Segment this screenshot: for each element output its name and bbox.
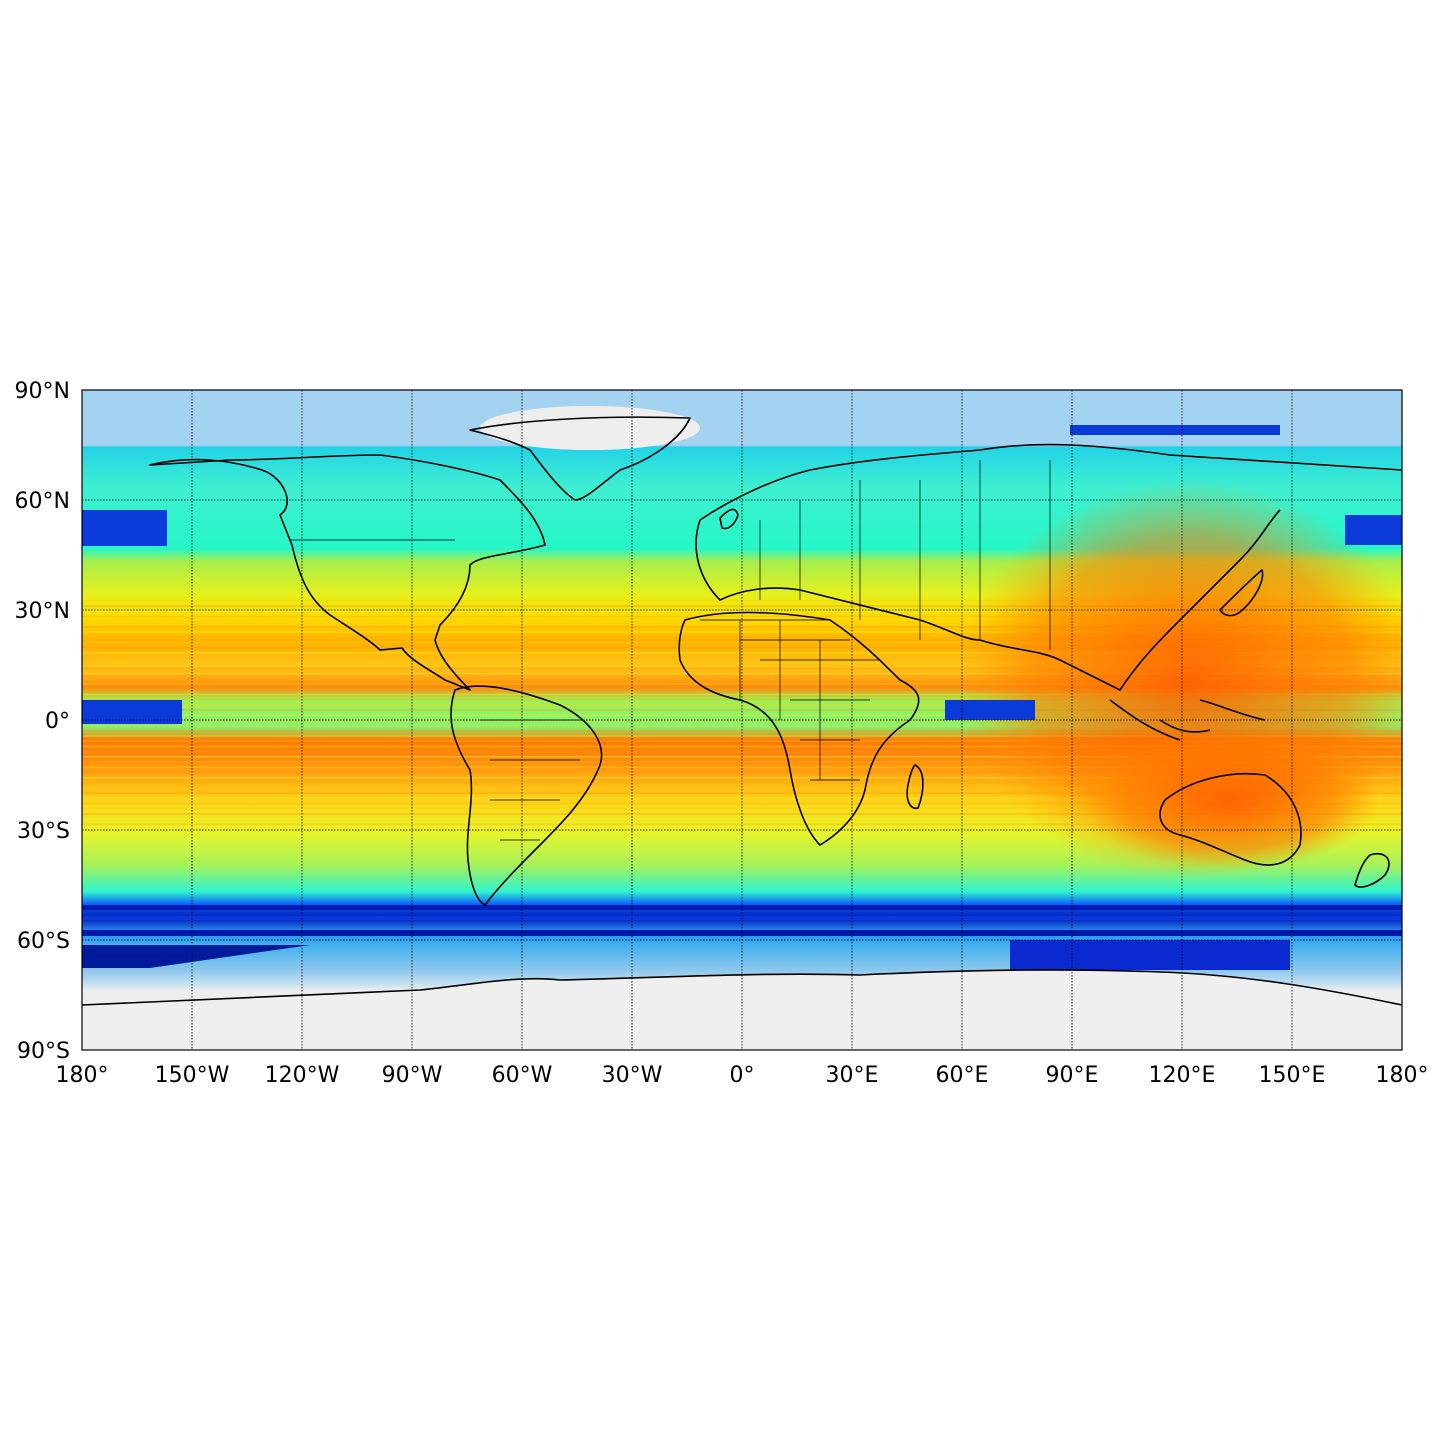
border-africa-2 bbox=[739, 620, 821, 780]
lon-tick-label: 120°W bbox=[265, 1063, 340, 1088]
stripe bbox=[82, 688, 1402, 690]
coastlines bbox=[82, 416, 1402, 1006]
coast-antarctica bbox=[82, 969, 1402, 1006]
stripe bbox=[82, 646, 1402, 649]
stripe bbox=[82, 709, 1402, 711]
lat-tick-label: 60°N bbox=[15, 489, 70, 514]
lon-tick-label: 0° bbox=[730, 1063, 755, 1088]
lon-tick-label: 30°W bbox=[602, 1063, 663, 1088]
lon-tick-label: 60°E bbox=[936, 1063, 989, 1088]
north-pacific-patch-west bbox=[82, 510, 167, 546]
lat-tick-label: 30°S bbox=[17, 819, 70, 844]
stripe bbox=[82, 626, 1402, 628]
lat-tick-label: 90°S bbox=[17, 1039, 70, 1064]
stripe bbox=[82, 730, 1402, 732]
lon-tick-label: 180° bbox=[1376, 1063, 1429, 1088]
stripe bbox=[82, 631, 1402, 633]
siberian-coast-band bbox=[1070, 425, 1280, 435]
hot-region-australia bbox=[1080, 730, 1380, 870]
coast-british-isles bbox=[719, 508, 739, 530]
lon-tick-label: 30°E bbox=[826, 1063, 879, 1088]
coast-africa bbox=[678, 611, 920, 846]
stripe bbox=[82, 766, 1402, 768]
coast-new-zealand bbox=[1354, 853, 1390, 888]
coast-japan bbox=[1219, 569, 1264, 617]
stripe bbox=[82, 724, 1402, 727]
country-borders bbox=[290, 460, 1051, 841]
lon-tick-label: 180° bbox=[56, 1063, 109, 1088]
coast-south-america bbox=[450, 685, 603, 906]
equatorial-pacific-patch bbox=[82, 700, 182, 724]
stripe bbox=[82, 745, 1402, 748]
coast-australia bbox=[1159, 772, 1302, 866]
lon-tick-label: 150°E bbox=[1259, 1063, 1326, 1088]
southern-ocean-band-1 bbox=[82, 905, 1402, 910]
stripe bbox=[82, 667, 1402, 670]
southern-ocean-wedge bbox=[82, 945, 310, 968]
lon-tick-label: 150°W bbox=[155, 1063, 230, 1088]
lon-tick-label: 60°W bbox=[492, 1063, 553, 1088]
coast-indonesia bbox=[1109, 699, 1266, 741]
lat-tick-label: 0° bbox=[45, 709, 70, 734]
coast-greenland bbox=[469, 416, 691, 501]
indian-ocean-patch bbox=[945, 700, 1035, 720]
north-pacific-patch-east bbox=[1345, 515, 1402, 545]
stripe bbox=[82, 787, 1402, 789]
stripe bbox=[82, 823, 1402, 826]
border-europe-asia bbox=[759, 460, 1051, 650]
gridlines bbox=[82, 390, 1402, 1050]
stripe bbox=[82, 750, 1402, 753]
antarctic-coastal-band bbox=[1010, 940, 1290, 970]
stripe bbox=[82, 802, 1402, 805]
latitude-labels: 90°N 60°N 30°N 0° 30°S 60°S 90°S bbox=[15, 379, 70, 1064]
stripe bbox=[82, 704, 1402, 706]
coast-madagascar bbox=[906, 764, 924, 809]
stripe bbox=[82, 610, 1402, 612]
lon-tick-label: 90°W bbox=[382, 1063, 443, 1088]
longitude-labels: 180° 150°W 120°W 90°W 60°W 30°W 0° 30°E 60°E 90°E… bbox=[56, 1063, 1429, 1088]
stripe bbox=[82, 782, 1402, 784]
coast-eurasia bbox=[695, 443, 1402, 691]
lon-tick-label: 120°E bbox=[1149, 1063, 1216, 1088]
lat-tick-label: 60°S bbox=[17, 929, 70, 954]
stripe bbox=[82, 652, 1402, 654]
lat-tick-label: 90°N bbox=[15, 379, 70, 404]
map-frame bbox=[81, 389, 1403, 1051]
lon-tick-label: 90°E bbox=[1046, 1063, 1099, 1088]
coast-north-america bbox=[149, 454, 546, 691]
stripe bbox=[82, 672, 1402, 675]
lat-tick-label: 30°N bbox=[15, 599, 70, 624]
stripe bbox=[82, 808, 1402, 810]
